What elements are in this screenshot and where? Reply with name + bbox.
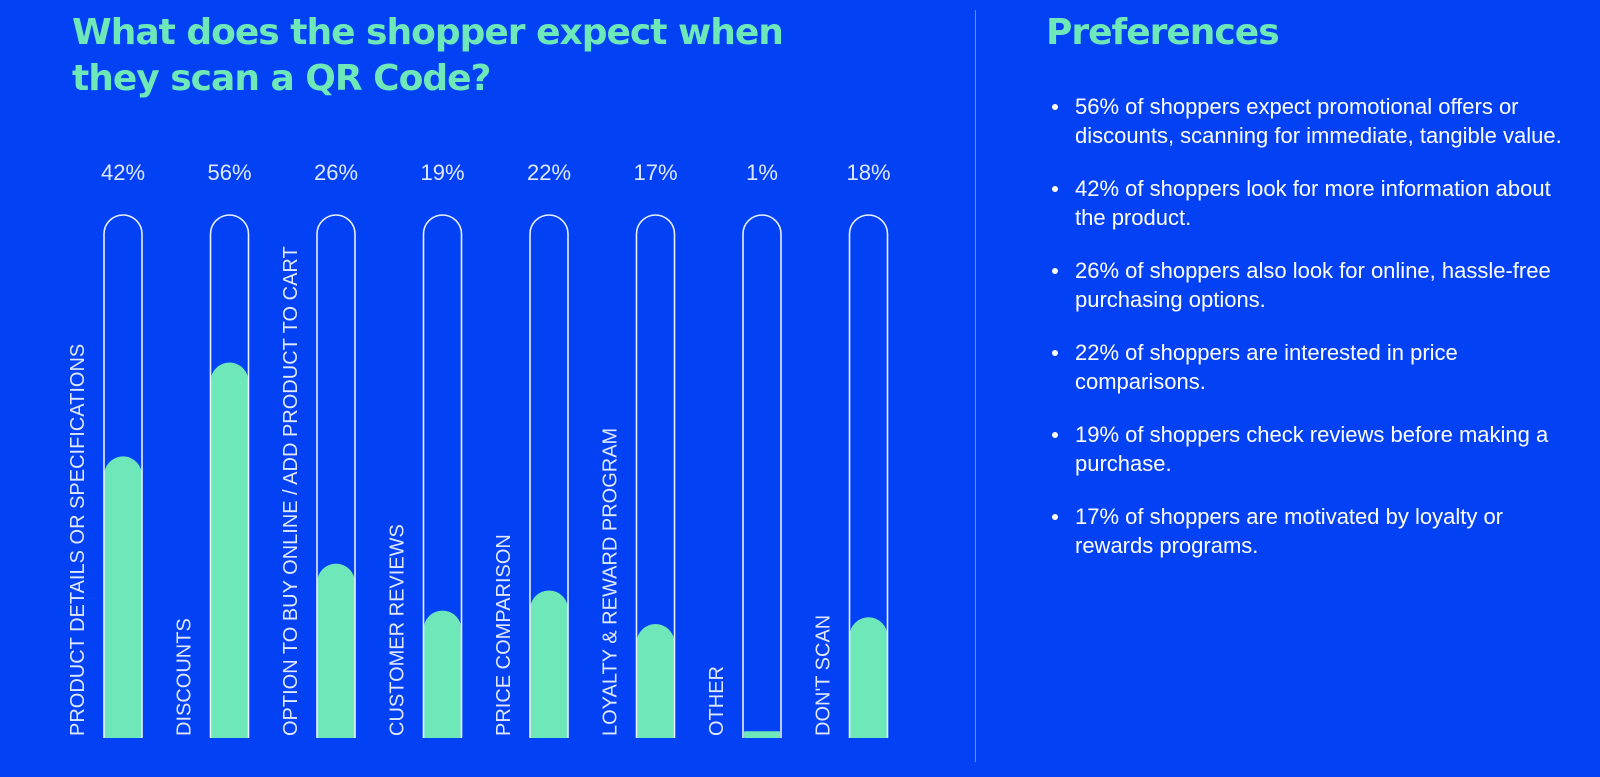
value-label: 22% (527, 160, 571, 185)
bar-track (422, 214, 463, 738)
category-label: DISCOUNTS (174, 618, 196, 736)
preference-text: 42% of shoppers look for more informatio… (1075, 176, 1551, 230)
bar-track (209, 214, 250, 738)
bar-track (316, 214, 356, 738)
vertical-divider (975, 10, 976, 762)
bar-track (529, 214, 569, 738)
bullet-icon (1052, 186, 1058, 192)
bar-fill (744, 731, 780, 738)
value-label: 17% (633, 160, 677, 185)
bullet-icon (1052, 104, 1058, 110)
category-label: PRODUCT DETAILS OR SPECIFICATIONS (67, 344, 89, 736)
preference-item: 26% of shoppers also look for online, ha… (1052, 256, 1562, 314)
bar-fill (317, 563, 355, 738)
bar-track (848, 214, 889, 738)
bullet-icon (1052, 514, 1058, 520)
preference-text: 19% of shoppers check reviews before mak… (1075, 422, 1549, 476)
bar-fill (210, 362, 249, 738)
value-label: 1% (746, 160, 778, 185)
bar-chart: 42% PRODUCT DETAILS OR SPECIFICATIONS 56% D… (67, 160, 891, 738)
preference-item: 22% of shoppers are interested in price … (1052, 338, 1562, 396)
category-label: DON'T SCAN (813, 615, 835, 736)
preference-text: 26% of shoppers also look for online, ha… (1075, 258, 1551, 312)
bullet-icon (1052, 432, 1058, 438)
chart-title: What does the shopper expect when they s… (72, 12, 784, 99)
bullet-icon (1052, 268, 1058, 274)
category-label: OPTION TO BUY ONLINE / ADD PRODUCT TO CA… (280, 246, 302, 736)
category-label: CUSTOMER REVIEWS (387, 524, 409, 736)
bullet-icon (1052, 350, 1058, 356)
value-label: 42% (101, 160, 145, 185)
bar-fill (423, 610, 462, 738)
preference-item: 42% of shoppers look for more informatio… (1052, 174, 1562, 232)
category-label: LOYALTY & REWARD PROGRAM (600, 428, 622, 736)
bar-fill (104, 456, 142, 738)
bar-track (742, 214, 782, 738)
bar-track (103, 214, 143, 738)
bar-fill (530, 590, 568, 738)
preference-text: 56% of shoppers expect promotional offer… (1075, 94, 1562, 148)
value-label: 18% (846, 160, 890, 185)
value-label: 19% (420, 160, 464, 185)
preference-text: 22% of shoppers are interested in price … (1075, 340, 1458, 394)
preference-item: 56% of shoppers expect promotional offer… (1052, 92, 1562, 150)
preferences-list: 56% of shoppers expect promotional offer… (1052, 92, 1562, 584)
bar-track (635, 214, 676, 738)
preference-item: 17% of shoppers are motivated by loyalty… (1052, 502, 1562, 560)
preferences-title: Preferences (1046, 12, 1280, 53)
category-label: OTHER (706, 666, 728, 736)
value-label: 26% (314, 160, 358, 185)
preference-text: 17% of shoppers are motivated by loyalty… (1075, 504, 1504, 558)
value-label: 56% (207, 160, 251, 185)
bar-fill (636, 624, 675, 738)
preference-item: 19% of shoppers check reviews before mak… (1052, 420, 1562, 478)
category-label: PRICE COMPARISON (493, 534, 515, 736)
bar-fill (849, 617, 888, 738)
